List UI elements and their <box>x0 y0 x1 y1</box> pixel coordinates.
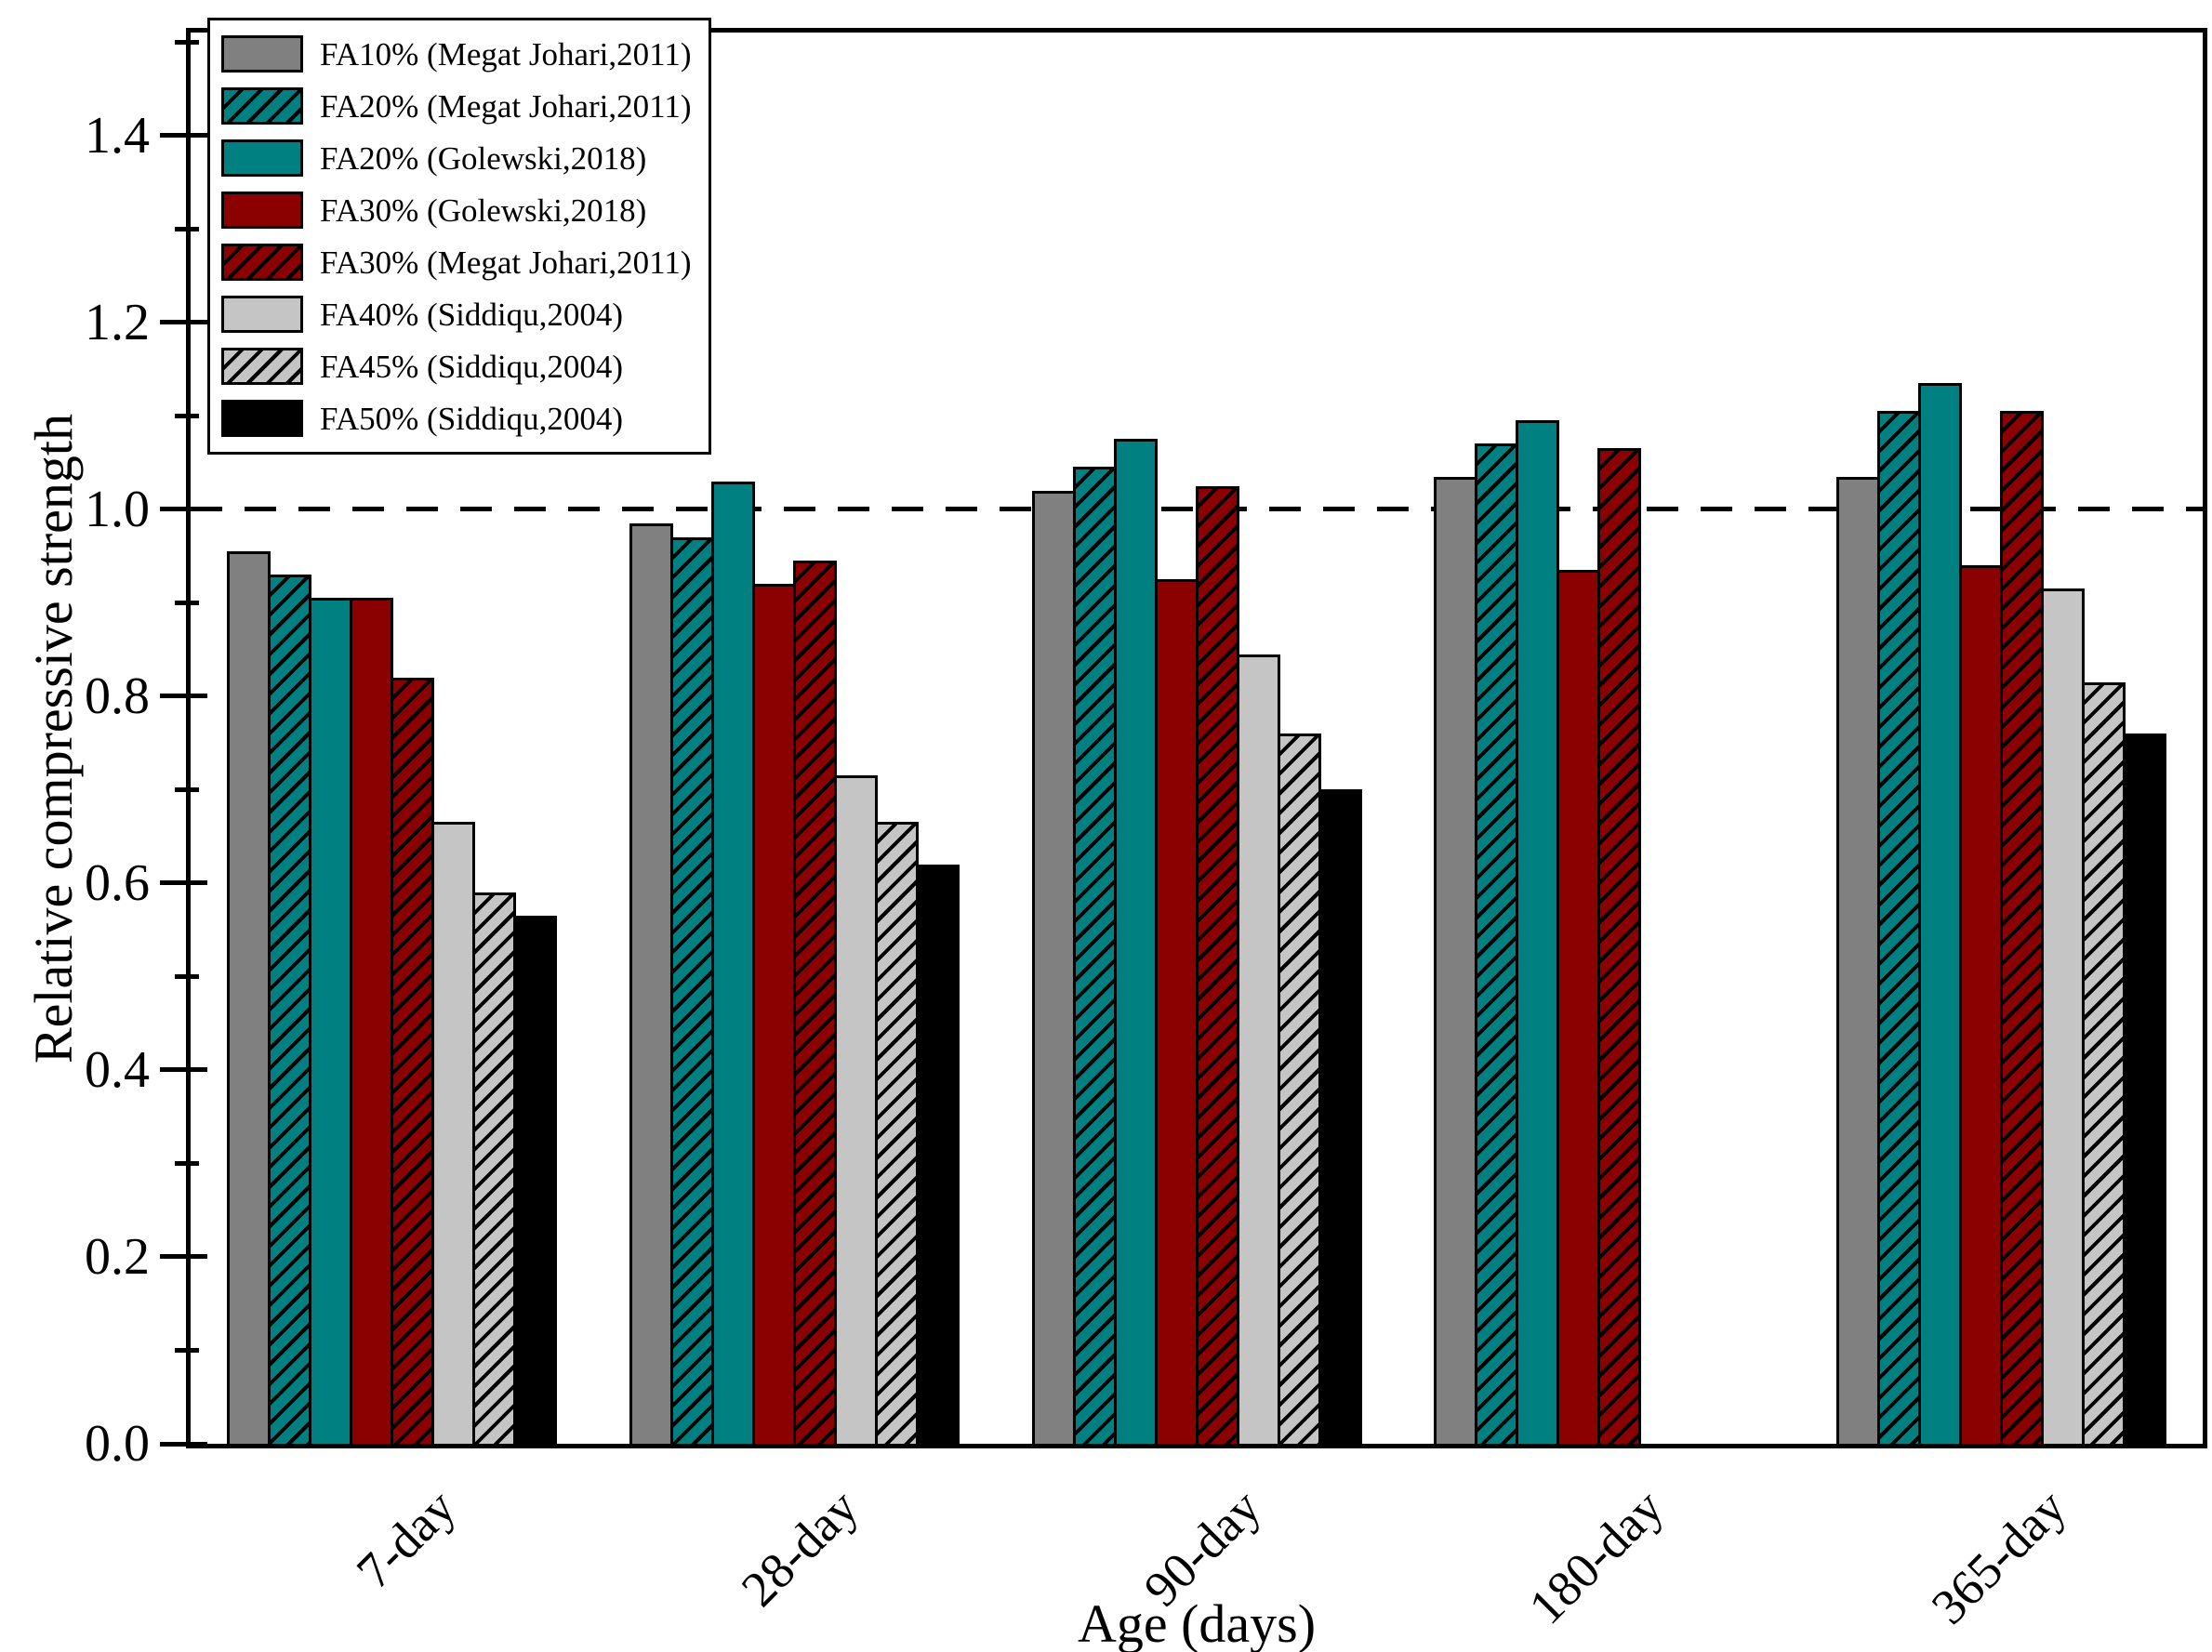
legend-swatch <box>221 139 303 177</box>
bar-fa50-365-day <box>2123 733 2167 1444</box>
y-tick-label: 0.0 <box>85 1415 150 1473</box>
legend-swatch <box>221 348 303 385</box>
bar-fa30-180-day <box>1597 448 1642 1444</box>
y-major-tick <box>160 1441 207 1447</box>
bar-fa20-28-day <box>710 481 755 1444</box>
bar-fa30-7-day <box>390 677 434 1444</box>
legend-label: FA40% (Siddiqu,2004) <box>320 296 624 333</box>
y-major-tick <box>160 1067 207 1073</box>
y-minor-tick <box>175 1347 199 1353</box>
legend-swatch <box>221 87 303 125</box>
bar-fa20-7-day <box>308 598 352 1444</box>
y-tick-label: 1.2 <box>85 293 150 351</box>
y-major-tick <box>160 133 207 139</box>
legend-label: FA45% (Siddiqu,2004) <box>320 348 624 385</box>
bar-fa30-365-day <box>2000 411 2045 1444</box>
legend-label: FA10% (Megat Johari,2011) <box>320 35 692 73</box>
legend-item: FA30% (Golewski,2018) <box>221 184 692 236</box>
plot-area: Relative compressive strength Age (days)… <box>24 18 2207 1652</box>
y-tick-label: 0.6 <box>85 853 150 912</box>
bar-fa30-28-day <box>792 561 837 1444</box>
legend-swatch <box>221 400 303 437</box>
bar-fa30-28-day <box>751 584 796 1444</box>
y-major-tick <box>160 507 207 512</box>
y-minor-tick <box>175 786 199 792</box>
y-minor-tick <box>175 39 199 45</box>
legend-label: FA30% (Golewski,2018) <box>320 192 647 229</box>
legend-item: FA20% (Megat Johari,2011) <box>221 80 692 132</box>
y-axis-title-wrap: Relative compressive strength <box>12 33 96 1444</box>
y-major-tick <box>160 880 207 886</box>
y-tick-label: 1.0 <box>85 480 150 538</box>
y-axis-title: Relative compressive strength <box>23 413 85 1064</box>
bar-fa30-90-day <box>1154 579 1199 1444</box>
y-tick-label: 1.4 <box>85 106 150 165</box>
bar-fa40-7-day <box>430 822 475 1444</box>
bar-fa20-365-day <box>1918 383 1963 1444</box>
legend-label: FA50% (Siddiqu,2004) <box>320 400 624 437</box>
bar-fa10-90-day <box>1031 490 1076 1444</box>
bar-fa45-7-day <box>471 892 516 1444</box>
bar-fa30-180-day <box>1556 570 1601 1444</box>
legend-swatch <box>221 35 303 73</box>
y-minor-tick <box>175 413 199 418</box>
y-tick-label: 0.2 <box>85 1227 150 1286</box>
legend-item: FA45% (Siddiqu,2004) <box>221 340 692 392</box>
x-tick-label-28-day: 28-day <box>731 1478 869 1618</box>
legend-label: FA30% (Megat Johari,2011) <box>320 244 692 281</box>
bar-fa45-28-day <box>874 822 919 1444</box>
x-axis-title: Age (days) <box>1077 1593 1317 1652</box>
bar-fa10-180-day <box>1434 476 1478 1444</box>
bar-fa50-90-day <box>1318 789 1362 1444</box>
bar-fa10-28-day <box>629 522 673 1444</box>
y-minor-tick <box>175 973 199 979</box>
bar-fa30-7-day <box>349 598 393 1444</box>
bar-fa40-90-day <box>1236 654 1280 1444</box>
legend-swatch <box>221 244 303 281</box>
legend-item: FA10% (Megat Johari,2011) <box>221 28 692 80</box>
bar-fa20-90-day <box>1113 439 1158 1444</box>
bar-fa20-180-day <box>1475 443 1519 1444</box>
legend-item: FA50% (Siddiqu,2004) <box>221 392 692 444</box>
x-tick-label-365-day: 365-day <box>1920 1478 2076 1635</box>
legend-item: FA40% (Siddiqu,2004) <box>221 288 692 340</box>
legend-item: FA30% (Megat Johari,2011) <box>221 236 692 288</box>
bar-fa20-90-day <box>1072 467 1117 1444</box>
x-tick-label-180-day: 180-day <box>1517 1478 1675 1635</box>
bar-fa45-365-day <box>2082 681 2126 1444</box>
y-minor-tick <box>175 226 199 231</box>
bar-fa30-90-day <box>1195 485 1239 1444</box>
y-tick-label: 0.8 <box>85 667 150 725</box>
legend-label: FA20% (Golewski,2018) <box>320 139 647 177</box>
y-major-tick <box>160 694 207 699</box>
bar-fa30-365-day <box>1959 565 2004 1444</box>
legend-item: FA20% (Golewski,2018) <box>221 132 692 184</box>
y-major-tick <box>160 320 207 325</box>
y-minor-tick <box>175 1160 199 1166</box>
bar-fa45-90-day <box>1277 733 1321 1444</box>
bar-fa20-180-day <box>1516 420 1560 1444</box>
legend-label: FA20% (Megat Johari,2011) <box>320 87 692 125</box>
y-tick-label: 0.4 <box>85 1040 150 1099</box>
bar-fa20-365-day <box>1877 411 1922 1444</box>
bar-fa20-7-day <box>267 575 311 1444</box>
y-minor-tick <box>175 600 199 605</box>
bar-fa10-7-day <box>226 550 271 1444</box>
legend-swatch <box>221 192 303 229</box>
bar-fa50-7-day <box>512 916 557 1444</box>
legend-swatch <box>221 296 303 333</box>
bar-fa50-28-day <box>915 864 960 1444</box>
y-major-tick <box>160 1254 207 1260</box>
x-tick-label-7-day: 7-day <box>346 1478 467 1600</box>
bar-fa10-365-day <box>1836 476 1881 1444</box>
legend: FA10% (Megat Johari,2011) FA20% (Megat Jo… <box>207 18 711 455</box>
bar-fa40-365-day <box>2041 588 2086 1444</box>
bar-fa40-28-day <box>833 775 878 1444</box>
bar-fa20-28-day <box>669 536 714 1444</box>
